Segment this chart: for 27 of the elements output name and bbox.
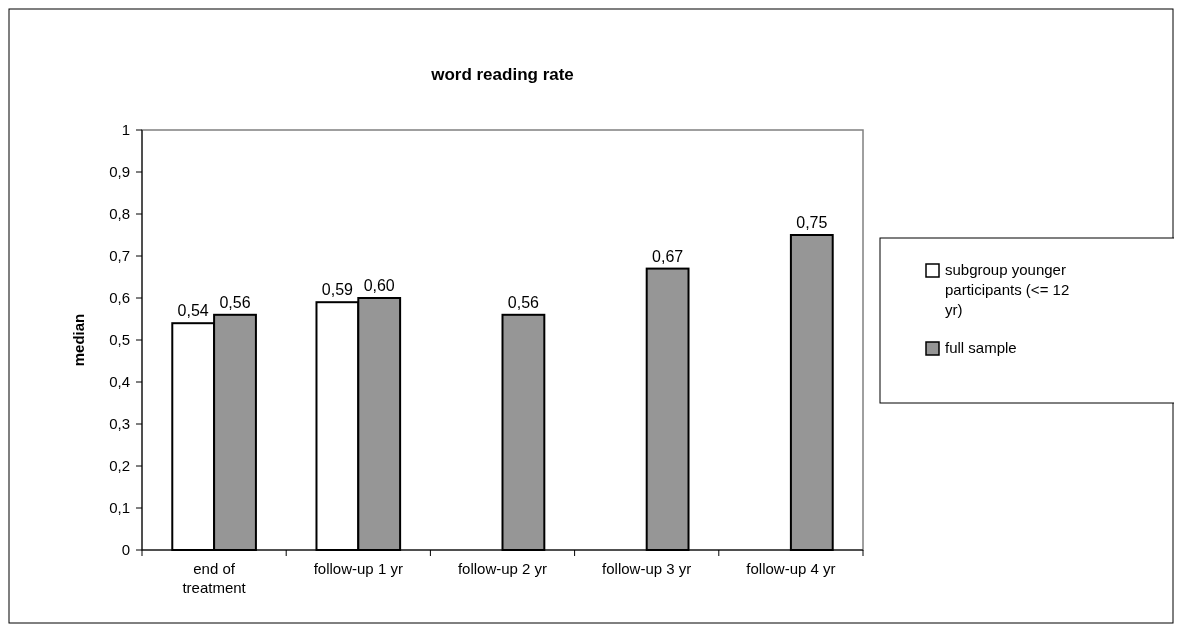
data-label: 0,75 xyxy=(796,214,828,231)
data-label: 0,60 xyxy=(363,277,395,294)
x-tick-label: follow-up 3 yr xyxy=(602,560,692,577)
data-label: 0,56 xyxy=(219,293,251,311)
data-label: 0,67 xyxy=(652,247,684,265)
y-axis-title: median xyxy=(70,313,87,367)
y-tick-label: 0,1 xyxy=(109,499,130,517)
chart-title: word reading rate xyxy=(430,65,574,84)
y-tick-label: 0 xyxy=(121,541,130,559)
y-tick-label: 0,9 xyxy=(109,163,130,181)
y-tick-label: 0,6 xyxy=(109,289,130,307)
data-label: 0,56 xyxy=(507,293,540,311)
y-tick-label: 0,3 xyxy=(109,415,130,433)
data-label: 0,59 xyxy=(321,281,354,299)
y-tick-label: 0,2 xyxy=(109,457,130,475)
x-tick-label: follow-up 2 yr xyxy=(457,560,548,577)
y-tick-label: 0,7 xyxy=(109,247,130,265)
x-tick-label: follow-up 1 yr xyxy=(313,560,403,577)
data-label: 0,54 xyxy=(177,302,209,320)
x-tick-label: end of treatment xyxy=(182,560,247,596)
legend-label: full sample xyxy=(945,339,1017,357)
x-tick-label: follow-up 4 yr xyxy=(746,560,836,577)
legend-label: subgroup younger participants (<= 12 yr) xyxy=(945,261,1070,319)
y-tick-label: 0,8 xyxy=(109,205,130,223)
y-tick-label: 0,4 xyxy=(109,373,130,391)
y-tick-label: 1 xyxy=(121,121,130,139)
y-tick-label: 0,5 xyxy=(109,331,130,349)
